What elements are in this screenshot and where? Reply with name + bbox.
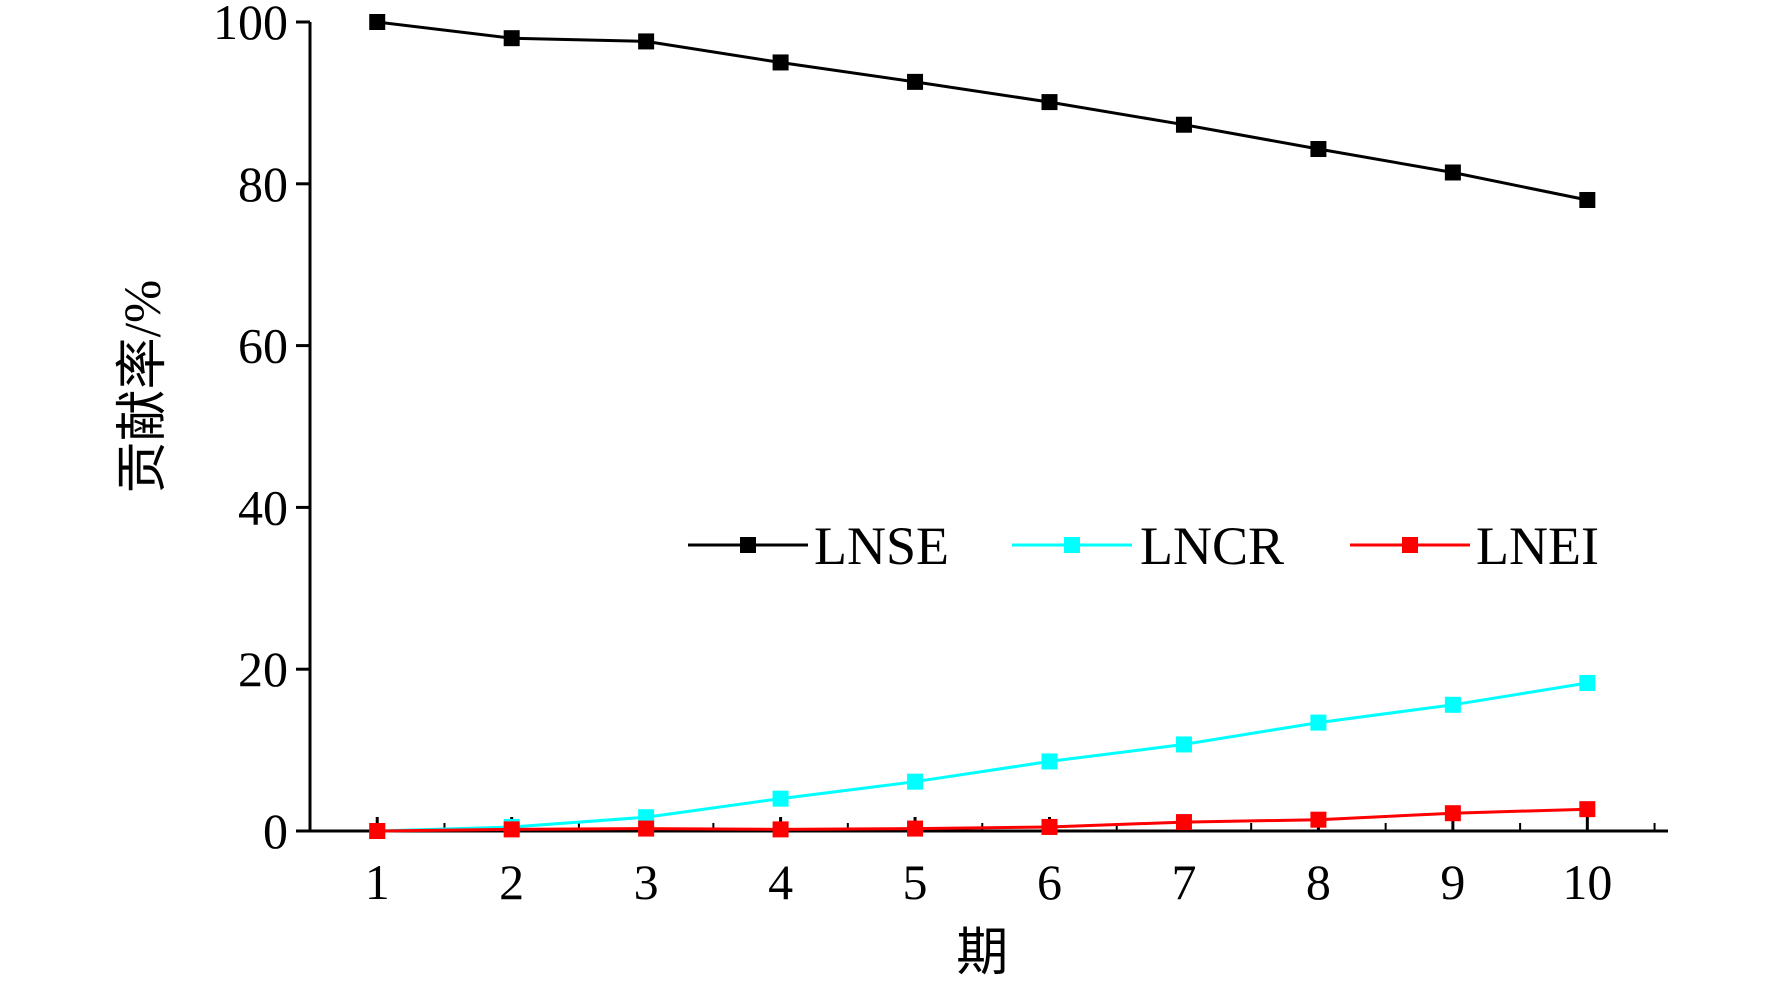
data-point xyxy=(1310,141,1327,158)
series-lnse xyxy=(369,14,1596,208)
data-point xyxy=(772,790,789,807)
series-lnei xyxy=(369,801,1596,839)
data-point xyxy=(1444,805,1461,822)
data-point xyxy=(1041,753,1058,770)
axes: 0 20 40 60 80 100 1 2 3 4 5 6 7 8 9 10 xyxy=(213,0,1668,910)
legend-marker xyxy=(740,537,756,553)
legend-marker xyxy=(1064,537,1080,553)
legend-marker xyxy=(1402,537,1418,553)
data-point xyxy=(503,30,520,47)
series-layer xyxy=(369,14,1596,839)
data-point xyxy=(907,773,924,790)
data-point xyxy=(369,14,386,30)
legend-item-lnei: LNEI xyxy=(1350,516,1599,576)
legend-label: LNSE xyxy=(814,516,949,576)
data-point xyxy=(1310,714,1327,731)
y-tick-label: 60 xyxy=(238,318,288,374)
y-axis-title: 贡献率/% xyxy=(115,280,172,494)
x-tick-label: 10 xyxy=(1562,854,1612,910)
legend-item-lncr: LNCR xyxy=(1012,516,1284,576)
x-tick-label: 5 xyxy=(903,854,928,910)
data-point xyxy=(772,821,789,838)
x-tick-label: 2 xyxy=(499,854,524,910)
data-point xyxy=(772,54,789,71)
data-point xyxy=(1175,814,1192,831)
legend-label: LNEI xyxy=(1476,516,1599,576)
y-tick-label: 40 xyxy=(238,479,288,535)
x-tick-label: 1 xyxy=(365,854,390,910)
data-point xyxy=(1579,674,1596,691)
data-point xyxy=(1175,116,1192,133)
data-point xyxy=(1041,94,1058,111)
series-line xyxy=(377,681,1588,833)
data-point xyxy=(1444,164,1461,181)
x-axis-title: 期 xyxy=(956,925,1008,980)
x-tick-label: 6 xyxy=(1037,854,1062,910)
data-point xyxy=(907,73,924,90)
x-tick-label: 7 xyxy=(1171,854,1196,910)
series-line xyxy=(377,20,1588,202)
data-point xyxy=(638,820,655,837)
y-tick-label: 0 xyxy=(263,803,288,859)
y-tick-label: 100 xyxy=(213,0,288,50)
data-point xyxy=(1041,818,1058,835)
x-tick-label: 3 xyxy=(634,854,659,910)
series-line xyxy=(377,807,1588,833)
y-tick-label: 20 xyxy=(238,641,288,697)
x-tick-label: 9 xyxy=(1440,854,1465,910)
data-point xyxy=(369,823,386,839)
data-point xyxy=(1579,801,1596,818)
data-point xyxy=(638,33,655,50)
legend-label: LNCR xyxy=(1140,516,1284,576)
data-point xyxy=(1310,811,1327,828)
data-point xyxy=(503,821,520,838)
data-point xyxy=(1175,736,1192,753)
data-point xyxy=(907,820,924,837)
x-tick-label: 8 xyxy=(1306,854,1331,910)
data-point xyxy=(1444,696,1461,713)
y-tick-label: 80 xyxy=(238,156,288,212)
data-point xyxy=(1579,191,1596,208)
x-tick-label: 4 xyxy=(768,854,793,910)
legend-item-lnse: LNSE xyxy=(688,516,949,576)
legend: LNSE LNCR LNEI xyxy=(688,516,1599,576)
